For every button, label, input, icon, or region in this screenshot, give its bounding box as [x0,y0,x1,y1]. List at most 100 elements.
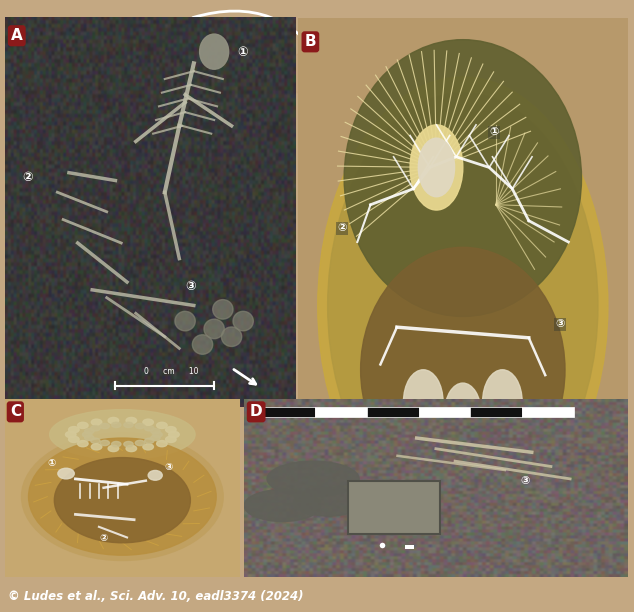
Bar [315,407,367,417]
Ellipse shape [82,432,92,437]
Ellipse shape [165,436,176,442]
Text: ②: ② [22,171,33,184]
Ellipse shape [175,312,195,331]
Ellipse shape [100,440,110,446]
Ellipse shape [406,398,482,459]
Circle shape [411,550,413,552]
Ellipse shape [143,419,153,425]
Ellipse shape [393,471,469,532]
Ellipse shape [151,428,160,434]
Bar [418,407,470,417]
Text: ②: ② [337,223,347,233]
Ellipse shape [244,490,321,521]
Ellipse shape [112,441,121,447]
Text: ③: ③ [165,462,173,472]
Bar [367,407,418,417]
Circle shape [481,519,483,521]
Ellipse shape [169,431,179,438]
Ellipse shape [197,165,247,202]
Text: B: B [304,34,316,50]
Text: A: A [11,28,23,43]
Ellipse shape [418,337,533,422]
Ellipse shape [204,319,224,338]
Ellipse shape [68,427,79,433]
Text: © Ludes et al., Sci. Adv. 10, eadl3374 (2024): © Ludes et al., Sci. Adv. 10, eadl3374 (… [8,589,303,603]
FancyBboxPatch shape [347,480,440,534]
Ellipse shape [91,444,102,450]
Ellipse shape [145,425,154,431]
Circle shape [518,537,522,540]
Text: D: D [250,405,262,419]
Ellipse shape [100,424,110,429]
Text: ②: ② [99,533,107,543]
Bar [263,407,315,417]
Text: ③: ③ [185,280,196,293]
Circle shape [418,138,455,196]
Circle shape [482,370,522,434]
Ellipse shape [151,435,160,441]
Ellipse shape [469,135,520,171]
Text: ①: ① [489,127,498,138]
Ellipse shape [91,438,100,444]
Ellipse shape [495,447,583,508]
Circle shape [366,140,369,142]
Ellipse shape [58,468,74,479]
Ellipse shape [221,327,242,346]
Ellipse shape [148,471,162,480]
Ellipse shape [200,34,229,69]
Ellipse shape [233,312,254,331]
Ellipse shape [108,417,119,424]
Text: ①: ① [237,45,248,59]
Ellipse shape [124,441,133,447]
Ellipse shape [65,431,76,438]
Ellipse shape [68,436,79,442]
Text: ③: ③ [555,319,564,329]
Ellipse shape [328,93,598,519]
Circle shape [506,195,508,197]
Ellipse shape [145,438,154,444]
Ellipse shape [124,422,133,428]
Ellipse shape [311,214,476,337]
Text: C: C [10,405,21,419]
Bar [470,407,522,417]
Ellipse shape [318,77,608,535]
Ellipse shape [22,433,223,561]
Ellipse shape [344,40,581,316]
Ellipse shape [84,428,94,434]
Ellipse shape [165,427,176,433]
Bar [405,545,413,549]
Ellipse shape [157,441,167,447]
Ellipse shape [212,300,233,319]
Ellipse shape [108,446,119,452]
Ellipse shape [361,247,565,492]
Text: ①: ① [48,458,56,468]
Ellipse shape [91,419,102,425]
Ellipse shape [126,446,136,452]
Circle shape [403,370,443,434]
Bar [522,407,574,417]
Text: ③: ③ [521,476,529,486]
Circle shape [444,383,481,442]
Ellipse shape [311,141,387,202]
Ellipse shape [135,440,145,446]
Ellipse shape [77,422,88,428]
Ellipse shape [55,458,190,543]
Ellipse shape [285,49,349,98]
Ellipse shape [91,425,100,431]
Circle shape [581,274,585,277]
Ellipse shape [135,424,145,429]
Ellipse shape [192,335,212,354]
Circle shape [340,121,344,124]
Ellipse shape [153,432,162,437]
Text: 0      cm      10: 0 cm 10 [145,367,199,376]
Ellipse shape [143,444,153,450]
Ellipse shape [84,435,94,441]
Ellipse shape [294,488,363,516]
Ellipse shape [267,461,359,497]
Ellipse shape [126,417,136,424]
Ellipse shape [539,220,602,269]
Ellipse shape [49,409,195,460]
Circle shape [392,109,394,111]
Circle shape [455,170,458,173]
Ellipse shape [157,422,167,428]
